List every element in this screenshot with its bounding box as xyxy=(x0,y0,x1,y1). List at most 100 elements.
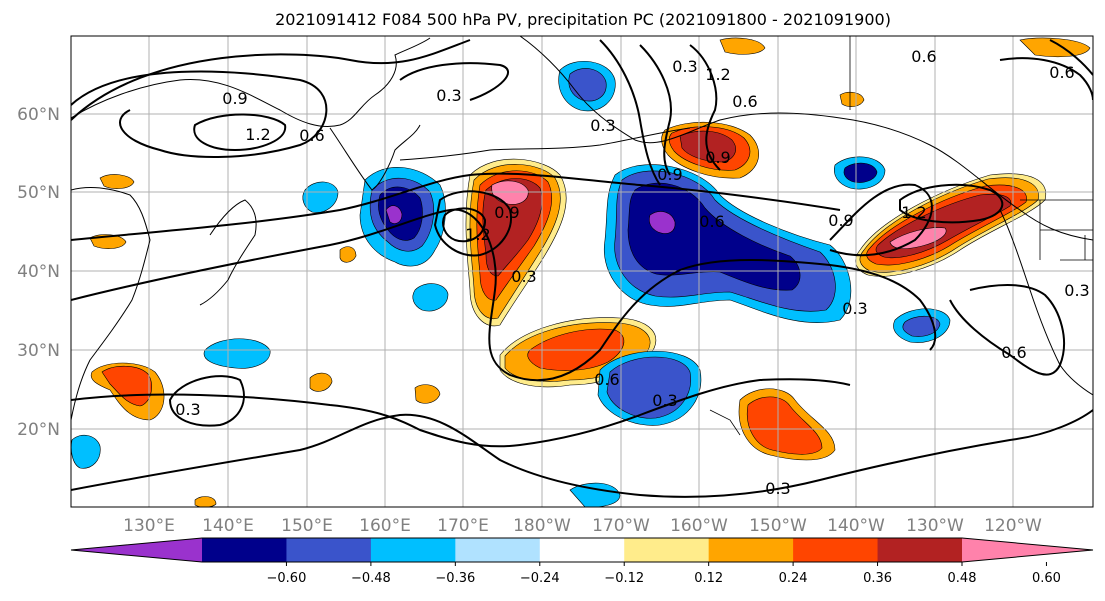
contour-label: 0.3 xyxy=(590,116,615,135)
precip-anomaly-positive xyxy=(719,37,766,55)
precip-anomaly-negative xyxy=(71,434,101,469)
precip-anomaly-positive xyxy=(414,384,441,404)
pv-contour-0.6-central xyxy=(71,172,841,241)
precip-anomaly-positive xyxy=(482,178,543,277)
contour-label: 0.6 xyxy=(699,212,724,231)
colorbar-ticks: −0.60 −0.48 −0.36 −0.24 −0.12 0.12 0.24 0.36 0.4… xyxy=(267,562,1061,586)
precip-anomaly-positive xyxy=(1019,37,1091,58)
contour-label: 1.2 xyxy=(465,225,490,244)
contour-label: 0.6 xyxy=(1049,63,1074,82)
precip-anomaly-negative xyxy=(568,68,607,102)
boundary-us-states xyxy=(1039,200,1093,261)
contour-label: 0.9 xyxy=(828,211,853,230)
precip-anomaly-positive xyxy=(194,496,217,507)
colorbar-tick-label: 0.36 xyxy=(863,571,892,586)
colorbar-outline xyxy=(70,537,1094,563)
contour-label: 0.6 xyxy=(911,47,936,66)
colorbar-tick-label: 0.24 xyxy=(779,571,808,586)
contour-label: 0.3 xyxy=(175,400,200,419)
precip-anomaly-positive xyxy=(309,372,333,392)
colorbar-segment xyxy=(877,538,963,562)
precip-anomaly-negative xyxy=(606,356,691,419)
colorbar-segment xyxy=(793,538,879,562)
coastline-alaska xyxy=(519,36,1093,241)
coastline-japan xyxy=(199,199,257,306)
colorbar-tick-label: −0.24 xyxy=(520,571,560,586)
colorbar-tick-label: 0.48 xyxy=(948,571,977,586)
precip-anomaly-positive xyxy=(101,365,152,407)
precip-anomaly-negative xyxy=(203,338,271,369)
precip-anomaly-negative xyxy=(302,181,339,213)
lon-label: 160°W xyxy=(670,516,728,536)
colorbar-tick-label: −0.48 xyxy=(351,571,391,586)
precip-anomaly-positive xyxy=(339,246,357,263)
lon-label: 170°E xyxy=(437,516,489,536)
map-frame xyxy=(70,35,1094,508)
coastline-east-asia xyxy=(71,37,431,128)
contour-label: 0.3 xyxy=(672,57,697,76)
colorbar-tick-label: 0.12 xyxy=(694,571,723,586)
coastline-north-america xyxy=(999,209,1093,396)
contour-label: 0.9 xyxy=(705,148,730,167)
pv-contour-0.6 xyxy=(71,39,471,121)
pv-contour-0.9-arctic xyxy=(1049,39,1093,76)
pv-contour-1.2-northwest xyxy=(193,113,287,152)
pv-contour-0.6-arctic xyxy=(999,57,1093,101)
colorbar-segment xyxy=(286,538,372,562)
contour-label: 0.3 xyxy=(842,299,867,318)
precip-anomaly-positive xyxy=(99,174,135,189)
pv-contour-0.3-north xyxy=(399,62,509,101)
lon-label: 180°W xyxy=(513,516,571,536)
contour-label: 1.2 xyxy=(901,203,926,222)
precip-anomaly-negative xyxy=(385,205,403,224)
colorbar-segment xyxy=(370,538,456,562)
colorbar-segment xyxy=(539,538,625,562)
pv-contour-0.9-east xyxy=(829,183,933,257)
contour-labels: 0.9 1.2 0.6 0.3 0.3 0.9 1.2 0.3 0.6 0.3 … xyxy=(175,47,1089,498)
lat-label: 20°N xyxy=(17,420,60,440)
pv-contour-0.3-south xyxy=(71,378,851,448)
colorbar-segment xyxy=(455,538,541,562)
colorbar-segment xyxy=(624,538,710,562)
colorbar-extend-high xyxy=(962,538,1093,562)
map-area: 0.9 1.2 0.6 0.3 0.3 0.9 1.2 0.3 0.6 0.3 … xyxy=(71,36,1093,507)
precip-anomaly-negative xyxy=(843,162,878,183)
pv-contour-0.6-alaska xyxy=(639,44,672,176)
lon-label: 150°W xyxy=(749,516,807,536)
pv-contour-1.2-east xyxy=(899,183,1004,224)
contour-label: 0.6 xyxy=(732,92,757,111)
coastline-kamchatka xyxy=(329,124,421,191)
pv-contour-0.9-northwest xyxy=(71,70,328,158)
contour-label: 0.9 xyxy=(222,89,247,108)
political-boundaries xyxy=(709,36,1093,436)
colorbar-tick-label: −0.60 xyxy=(267,571,307,586)
longitude-labels: 130°E 140°E 150°E 160°E 170°E 180°W 170°… xyxy=(123,516,1042,536)
lon-label: 160°E xyxy=(359,516,411,536)
precip-anomaly-positive xyxy=(746,396,823,455)
lon-label: 130°W xyxy=(906,516,964,536)
pv-contour-1.2-alaska xyxy=(689,44,721,171)
contour-label: 0.6 xyxy=(594,370,619,389)
lon-label: 120°W xyxy=(984,516,1042,536)
colorbar-tick-label: −0.12 xyxy=(604,571,644,586)
contour-label: 0.3 xyxy=(652,391,677,410)
lat-label: 50°N xyxy=(17,183,60,203)
pv-contour-0.3-main xyxy=(71,208,937,382)
lat-label: 60°N xyxy=(17,105,60,125)
contour-label: 0.3 xyxy=(436,86,461,105)
precip-anomaly-positive xyxy=(839,91,865,107)
precip-anomaly-negative xyxy=(648,211,676,234)
contour-label: 0.6 xyxy=(1001,343,1026,362)
lon-label: 140°W xyxy=(827,516,885,536)
boundary-hawaii xyxy=(709,409,741,436)
lon-label: 130°E xyxy=(123,516,175,536)
lon-label: 140°E xyxy=(202,516,254,536)
precip-anomaly-negative xyxy=(902,315,941,337)
contour-label: 1.2 xyxy=(705,65,730,84)
coastline-china-korea xyxy=(71,187,151,421)
pv-contour-0.9-central xyxy=(433,190,512,257)
latitude-labels: 60°N 50°N 40°N 30°N 20°N xyxy=(17,105,60,440)
colorbar-extend-low xyxy=(71,538,202,562)
colorbar-tick-label: −0.36 xyxy=(435,571,475,586)
